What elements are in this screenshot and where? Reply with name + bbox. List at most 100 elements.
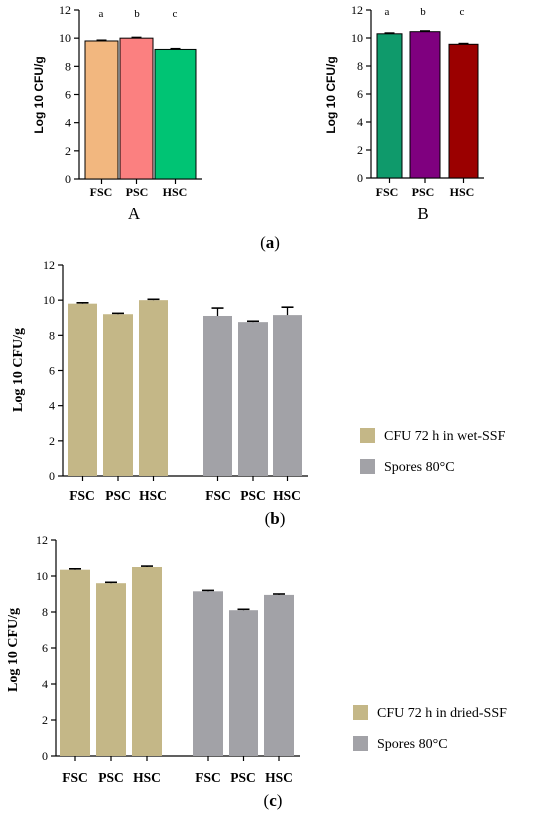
- x-tick-label: FSC: [195, 770, 221, 785]
- y-tick-label: 4: [65, 116, 71, 130]
- significance-letter: b: [134, 8, 140, 20]
- caption-letter: c: [269, 791, 277, 810]
- x-tick-label: HSC: [163, 185, 188, 199]
- y-axis-label: Log 10 CFU/g: [324, 56, 338, 133]
- y-tick-label: 12: [36, 533, 48, 547]
- legend-label: CFU 72 h in dried-SSF: [377, 706, 507, 721]
- caption-paren: (: [260, 233, 266, 252]
- x-tick-label: HSC: [133, 770, 161, 785]
- bar: [193, 591, 223, 756]
- significance-letter: c: [460, 6, 465, 18]
- bar: [448, 43, 479, 179]
- legend-b: CFU 72 h in wet-SSF Spores 80°C: [360, 428, 506, 475]
- y-tick-label: 4: [42, 677, 48, 691]
- chart-b: 0 2 4 6 8 10 12 Log 10 CFU/g FSC PSC HSC FSC PSC HSC: [11, 258, 308, 503]
- bar: [132, 567, 162, 756]
- bar: [409, 31, 441, 179]
- bar: [103, 314, 133, 476]
- legend-swatch: [353, 736, 368, 751]
- caption-paren: ): [280, 509, 286, 528]
- x-tick-label: FSC: [90, 185, 113, 199]
- bar: [376, 33, 403, 179]
- legend-label: CFU 72 h in wet-SSF: [384, 429, 506, 444]
- caption-paren: (: [265, 509, 271, 528]
- x-tick-label: PSC: [98, 770, 124, 785]
- bar: [154, 48, 197, 180]
- x-tick-label: FSC: [62, 770, 88, 785]
- bar: [96, 583, 126, 756]
- significance-letter: a: [99, 8, 104, 20]
- caption-letter: a: [266, 233, 275, 252]
- caption-paren: (: [264, 791, 270, 810]
- y-tick-label: 0: [42, 749, 48, 763]
- x-tick-label: HSC: [273, 488, 301, 503]
- bar: [203, 315, 232, 476]
- y-tick-label: 0: [357, 171, 363, 185]
- x-tick-label: HSC: [265, 770, 293, 785]
- bar: [264, 594, 294, 756]
- y-tick-label: 8: [49, 328, 55, 342]
- significance-letter: c: [173, 8, 178, 20]
- y-tick-label: 6: [357, 87, 363, 101]
- y-tick-label: 2: [65, 144, 71, 158]
- x-tick-label: PSC: [105, 488, 131, 503]
- bar: [139, 300, 168, 476]
- chart-c: 0 2 4 6 8 10 12 Log 10 CFU/g FSC PSC HSC FSC PSC HSC: [6, 533, 300, 785]
- bar: [238, 322, 268, 476]
- y-tick-label: 4: [357, 115, 363, 129]
- x-tick-label: PSC: [230, 770, 256, 785]
- legend-label: Spores 80°C: [384, 460, 455, 475]
- caption-paren: ): [274, 233, 280, 252]
- y-tick-label: 6: [42, 641, 48, 655]
- legend-swatch: [353, 705, 368, 720]
- x-tick-label: PSC: [240, 488, 266, 503]
- x-tick-label: PSC: [412, 185, 435, 199]
- bar: [119, 37, 154, 180]
- bar: [84, 40, 119, 180]
- significance-letter: a: [385, 6, 390, 18]
- x-tick-label: FSC: [69, 488, 95, 503]
- legend-swatch: [360, 459, 375, 474]
- legend-c: CFU 72 h in dried-SSF Spores 80°C: [353, 705, 507, 752]
- y-axis-label: Log 10 CFU/g: [32, 56, 46, 133]
- y-tick-label: 10: [59, 31, 71, 45]
- y-tick-label: 10: [36, 569, 48, 583]
- caption-paren: ): [277, 791, 283, 810]
- chart-a_A: 0 2 4 6 8 10 12 Log 10 CFU/g FSC a PSC b HSC c A: [32, 3, 202, 223]
- legend-label: Spores 80°C: [377, 737, 448, 752]
- y-tick-label: 0: [49, 469, 55, 483]
- panel-label: B: [417, 204, 428, 223]
- y-tick-label: 6: [65, 88, 71, 102]
- x-tick-label: HSC: [450, 185, 475, 199]
- y-axis-label: Log 10 CFU/g: [6, 608, 21, 692]
- y-tick-label: 2: [42, 713, 48, 727]
- y-tick-label: 2: [49, 434, 55, 448]
- y-tick-label: 8: [42, 605, 48, 619]
- x-tick-label: FSC: [376, 185, 399, 199]
- y-tick-label: 12: [351, 3, 363, 17]
- y-tick-label: 2: [357, 143, 363, 157]
- y-axis-label: Log 10 CFU/g: [11, 328, 26, 412]
- bar: [229, 610, 258, 756]
- x-tick-label: HSC: [139, 488, 167, 503]
- y-tick-label: 4: [49, 399, 55, 413]
- x-tick-label: PSC: [126, 185, 149, 199]
- y-tick-label: 8: [357, 59, 363, 73]
- y-tick-label: 12: [59, 3, 71, 17]
- caption-b: (b): [265, 509, 286, 528]
- caption-c: (c): [264, 791, 283, 810]
- panel-label: A: [128, 204, 141, 223]
- chart-a_B: 0 2 4 6 8 10 12 Log 10 CFU/g FSC a PSC b HSC c B: [324, 3, 484, 223]
- y-tick-label: 10: [43, 293, 55, 307]
- caption-a: (a): [260, 233, 280, 252]
- x-tick-label: FSC: [205, 488, 231, 503]
- y-tick-label: 12: [43, 258, 55, 272]
- y-tick-label: 8: [65, 59, 71, 73]
- bar: [60, 569, 90, 756]
- bar: [68, 303, 97, 476]
- y-tick-label: 10: [351, 31, 363, 45]
- caption-letter: b: [270, 509, 279, 528]
- y-tick-label: 0: [65, 172, 71, 186]
- y-tick-label: 6: [49, 364, 55, 378]
